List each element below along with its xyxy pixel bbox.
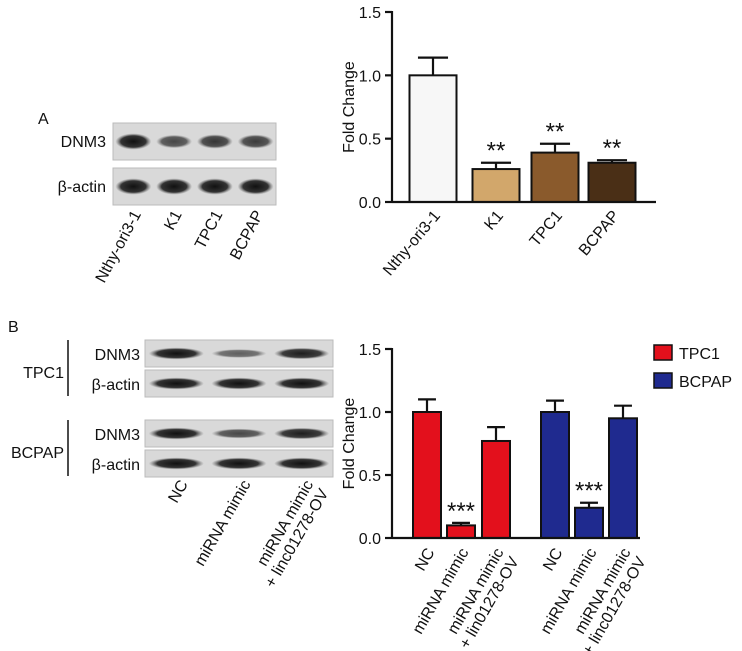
- panel-label: B: [8, 319, 19, 336]
- y-tick-label: 0.5: [359, 132, 381, 149]
- legend-label: BCPAP: [679, 374, 732, 391]
- blot-row-label: β-actin: [92, 377, 140, 394]
- blot-band: [274, 377, 330, 390]
- y-tick-label: 0.0: [359, 195, 381, 212]
- bar: [471, 168, 521, 203]
- lane-label: K1: [161, 208, 185, 233]
- lane-label: miRNA mimic: [192, 478, 255, 570]
- x-tick-label-line: NC: [540, 546, 566, 575]
- blot-row-label: β-actin: [58, 179, 106, 196]
- blot-band: [115, 133, 152, 150]
- blot-row-label: DNM3: [95, 347, 140, 364]
- lane-label: NC: [166, 478, 192, 507]
- x-tick-label-line: Nthy-ori3-1: [380, 208, 444, 280]
- bar: [574, 506, 604, 540]
- lane-label: BCPAP: [227, 208, 267, 263]
- bar: [530, 151, 580, 204]
- blot-band: [148, 377, 204, 390]
- x-tick-label-line: NC: [412, 546, 438, 575]
- y-tick-label: 0.0: [359, 531, 381, 548]
- blot-band: [148, 347, 204, 360]
- legend-label: TPC1: [679, 346, 720, 363]
- y-tick-label: 1.0: [359, 68, 381, 85]
- blot-band: [211, 349, 267, 358]
- blot-row-label: DNM3: [95, 427, 140, 444]
- blot-band: [237, 134, 274, 149]
- x-tick-label-line: BCPAP: [576, 208, 623, 260]
- blot-group-label: TPC1: [23, 365, 64, 382]
- lane-label: TPC1: [192, 208, 226, 252]
- blot-band: [196, 134, 233, 149]
- x-tick-label-line: TPC1: [527, 208, 566, 250]
- bar: [481, 439, 511, 540]
- lane-label: miRNA mimic+ linc01278-OV: [247, 477, 332, 590]
- significance-label: **: [546, 119, 565, 146]
- x-tick-label-line: K1: [481, 208, 507, 234]
- legend-swatch: [653, 372, 673, 389]
- blot-band: [211, 428, 267, 439]
- y-tick-label: 0.5: [359, 468, 381, 485]
- significance-label: **: [487, 138, 506, 165]
- bar: [446, 524, 476, 540]
- significance-label: **: [603, 135, 622, 162]
- blot-band: [211, 457, 267, 470]
- blot-band: [274, 427, 330, 440]
- x-tick-label: NC: [540, 546, 566, 575]
- blot-row-label: β-actin: [92, 457, 140, 474]
- y-axis-label: Fold Change: [341, 398, 358, 490]
- lane-label-line: miRNA mimic: [192, 478, 255, 570]
- lane-label-line: NC: [166, 478, 192, 507]
- bar: [540, 411, 570, 539]
- blot-group-label: BCPAP: [11, 445, 64, 462]
- panel-label: A: [38, 111, 49, 128]
- blot-band: [237, 178, 274, 195]
- blot-band: [274, 457, 330, 470]
- blot-band: [148, 427, 204, 440]
- x-tick-label: K1: [481, 208, 507, 234]
- x-tick-label: BCPAP: [576, 208, 623, 260]
- legend-swatch: [653, 344, 673, 361]
- y-axis-label: Fold Change: [341, 61, 358, 153]
- y-tick-label: 1.5: [359, 342, 381, 359]
- bar: [608, 417, 638, 539]
- blot-band: [156, 178, 193, 195]
- blot-band: [274, 347, 330, 360]
- blot-band: [211, 377, 267, 390]
- bar: [408, 74, 458, 203]
- y-tick-label: 1.0: [359, 405, 381, 422]
- significance-label: ***: [447, 498, 475, 525]
- y-tick-label: 1.5: [359, 5, 381, 22]
- x-tick-label: Nthy-ori3-1: [380, 208, 444, 280]
- blot-band: [148, 457, 204, 470]
- x-tick-label: NC: [412, 546, 438, 575]
- blot-band: [196, 178, 233, 195]
- significance-label: ***: [575, 478, 603, 505]
- blot-row-label: DNM3: [61, 134, 106, 151]
- x-tick-label: TPC1: [527, 208, 566, 250]
- bar: [412, 411, 442, 539]
- blot-band: [115, 178, 152, 195]
- blot-band: [156, 134, 193, 149]
- lane-label: Nthy-ori3-1: [93, 208, 145, 286]
- bar: [587, 161, 637, 204]
